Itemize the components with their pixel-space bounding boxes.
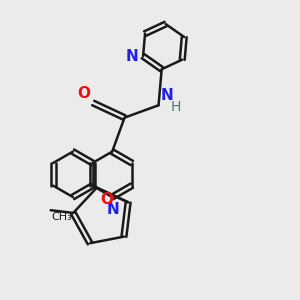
Text: CH₃: CH₃ bbox=[52, 212, 73, 222]
Text: N: N bbox=[126, 49, 139, 64]
Text: H: H bbox=[170, 100, 181, 114]
Text: N: N bbox=[107, 202, 120, 217]
Text: O: O bbox=[77, 86, 90, 101]
Text: O: O bbox=[100, 192, 113, 207]
Text: N: N bbox=[161, 88, 173, 103]
